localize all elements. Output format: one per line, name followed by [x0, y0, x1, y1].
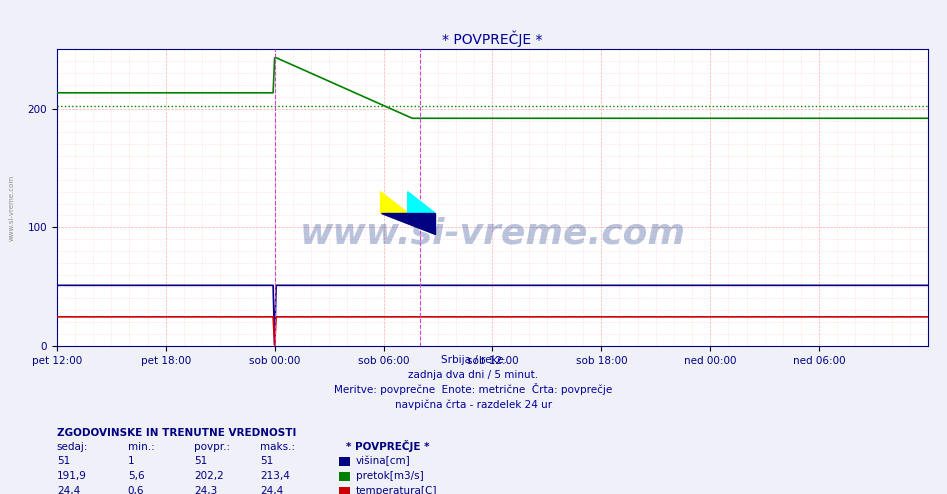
Text: 5,6: 5,6 [128, 471, 145, 481]
Text: zadnja dva dni / 5 minut.: zadnja dva dni / 5 minut. [408, 370, 539, 380]
Text: Srbija / reke.: Srbija / reke. [440, 355, 507, 365]
Text: 213,4: 213,4 [260, 471, 291, 481]
Text: * POVPREČJE *: * POVPREČJE * [346, 440, 429, 452]
Text: povpr.:: povpr.: [194, 442, 230, 452]
Text: pretok[m3/s]: pretok[m3/s] [356, 471, 424, 481]
Text: 202,2: 202,2 [194, 471, 223, 481]
Text: navpična črta - razdelek 24 ur: navpična črta - razdelek 24 ur [395, 399, 552, 410]
Text: min.:: min.: [128, 442, 154, 452]
Text: www.si-vreme.com: www.si-vreme.com [299, 216, 686, 250]
Polygon shape [381, 213, 435, 234]
Text: 51: 51 [194, 456, 207, 466]
Text: ZGODOVINSKE IN TRENUTNE VREDNOSTI: ZGODOVINSKE IN TRENUTNE VREDNOSTI [57, 428, 296, 438]
Polygon shape [381, 192, 408, 213]
Text: temperatura[C]: temperatura[C] [356, 486, 438, 494]
Text: Meritve: povprečne  Enote: metrične  Črta: povprečje: Meritve: povprečne Enote: metrične Črta:… [334, 383, 613, 395]
Polygon shape [408, 192, 435, 213]
Text: 24,3: 24,3 [194, 486, 218, 494]
Text: maks.:: maks.: [260, 442, 295, 452]
Text: 191,9: 191,9 [57, 471, 87, 481]
Text: sedaj:: sedaj: [57, 442, 88, 452]
Text: 24,4: 24,4 [57, 486, 80, 494]
Text: www.si-vreme.com: www.si-vreme.com [9, 174, 14, 241]
Text: 51: 51 [57, 456, 70, 466]
Text: 1: 1 [128, 456, 134, 466]
Text: 51: 51 [260, 456, 274, 466]
Text: 24,4: 24,4 [260, 486, 284, 494]
Text: višina[cm]: višina[cm] [356, 456, 411, 466]
Title: * POVPREČJE *: * POVPREČJE * [442, 30, 543, 47]
Text: 0,6: 0,6 [128, 486, 144, 494]
